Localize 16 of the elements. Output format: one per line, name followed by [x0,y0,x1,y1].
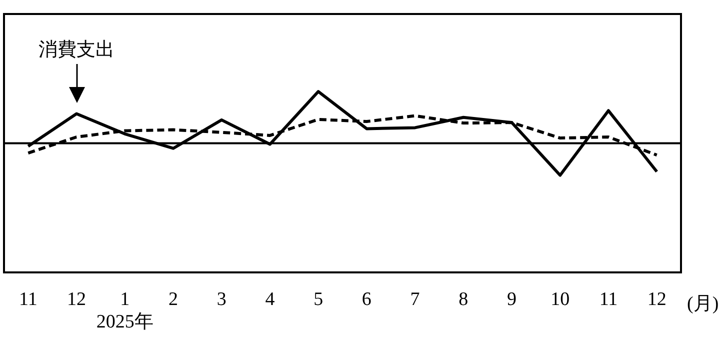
x-axis-title: (月) [687,293,719,314]
x-tick-label: 12 [67,288,86,310]
x-tick-label: 10 [550,288,570,310]
x-tick-label: 11 [19,288,38,310]
x-tick-label: 4 [265,288,276,310]
x-tick-label: 9 [507,288,516,310]
x-tick-label: 8 [458,288,468,310]
x-tick-label: 12 [647,288,666,310]
x-tick-label: 3 [216,288,226,310]
x-tick-label: 1 2025年 [96,288,154,333]
x-tick-label: 2 [168,288,178,310]
x-tick-label: 6 [362,288,372,310]
x-tick-label: 5 [314,288,324,310]
x-tick-label: 11 [599,288,618,310]
annotation: 消費支出 [38,40,115,61]
x-tick-label: 7 [410,288,420,310]
